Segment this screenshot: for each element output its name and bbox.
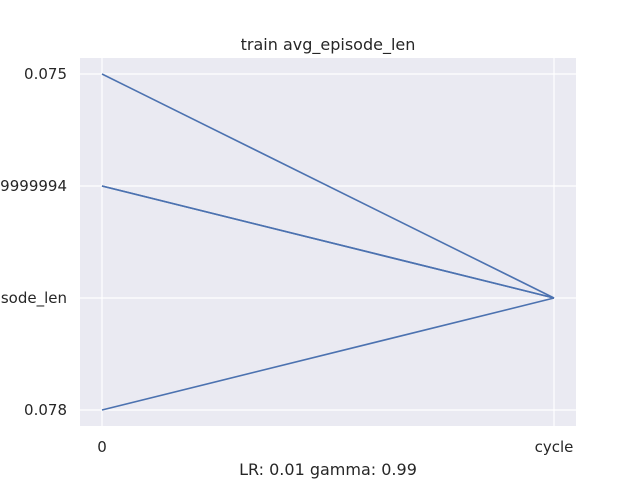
y-tick-label-0: 0.075 [24, 65, 67, 83]
series-line-segment-3 [101, 297, 555, 411]
series-lines [101, 73, 555, 411]
y-tick-label-2: avg_episode_len [0, 289, 67, 308]
x-tick-label-0: 0 [97, 438, 107, 456]
y-tick-label-1: 0.07999999999999994 [0, 177, 67, 195]
chart-title: train avg_episode_len [241, 35, 416, 55]
series-line-segment-2 [101, 185, 555, 299]
series-line-segment-0 [101, 73, 555, 299]
x-tick-label-1: cycle [535, 438, 574, 456]
y-tick-label-3: 0.078 [24, 401, 67, 419]
x-axis-label: LR: 0.01 gamma: 0.99 [239, 460, 417, 479]
x-tick-labels: 0 cycle [97, 438, 573, 456]
y-tick-labels: 0.075 0.07999999999999994 avg_episode_len 0… [0, 65, 67, 419]
